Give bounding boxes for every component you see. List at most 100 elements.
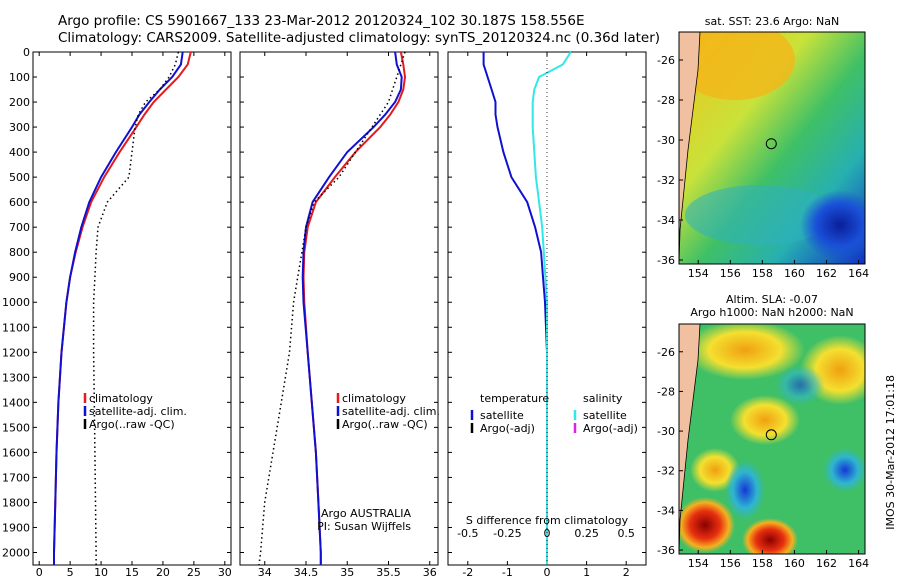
sla-red-patch-2 xyxy=(742,518,798,554)
sst-map-title: sat. SST: 23.6 Argo: NaN xyxy=(705,15,839,28)
temperature-xtick-label: 15 xyxy=(125,566,139,579)
diff-legend-sal-title: salinity xyxy=(583,392,623,405)
sst-land xyxy=(679,32,700,264)
sla-ytick-label: -36 xyxy=(657,544,675,557)
imos-timestamp: IMOS 30-Mar-2012 17:01:18 xyxy=(884,375,897,530)
difference-xtick-label: 0 xyxy=(544,566,551,579)
temperature-xtick-label: 0 xyxy=(36,566,43,579)
temperature-xtick-label: 30 xyxy=(218,566,232,579)
salinity-legend-label: satellite-adj. clim. xyxy=(342,405,440,418)
depth-tick-label: 0 xyxy=(23,46,30,59)
temperature-series-argorawqc xyxy=(92,51,180,565)
salinity-plot-frame xyxy=(239,51,439,566)
sst-ytick-label: -32 xyxy=(657,174,675,187)
salinity-series-argorawqc xyxy=(258,51,406,566)
salinity-series-satelliteadjclim xyxy=(301,51,403,565)
sst-map xyxy=(679,32,865,264)
sla-xtick-label: 162 xyxy=(816,557,837,570)
depth-tick-label: 600 xyxy=(9,196,30,209)
sla-map-title-1: Altim. SLA: -0.07 xyxy=(726,293,818,306)
sla-map-frame xyxy=(678,323,866,555)
sst-ytick-label: -34 xyxy=(657,214,675,227)
sst-argo-position-marker xyxy=(765,138,777,150)
sla-xtick-label: 160 xyxy=(784,557,805,570)
salinity-legend-label: climatology xyxy=(342,392,406,405)
salinity-xtick-label: 35 xyxy=(340,566,354,579)
sst-ytick-label: -30 xyxy=(657,134,675,147)
depth-tick-label: 1000 xyxy=(2,296,30,309)
sst-ytick-label: -28 xyxy=(657,94,675,107)
sst-xtick-label: 154 xyxy=(688,267,709,280)
temperature-legend-label: satellite-adj. clim. xyxy=(89,405,187,418)
sst-coastline xyxy=(679,32,701,264)
difference-xlabel: T difference from climatology xyxy=(465,578,628,580)
diff-x2tick-label: -0.25 xyxy=(493,527,521,540)
sst-ytick-label: -36 xyxy=(657,254,675,267)
depth-tick-label: 1400 xyxy=(2,396,30,409)
depth-tick-label: 500 xyxy=(9,171,30,184)
salinity-annotation: Argo AUSTRALIA xyxy=(321,507,411,520)
salinity-annotation: PI: Susan Wijffels xyxy=(317,520,411,533)
sst-cool-patch xyxy=(685,185,835,245)
diff-legend-sal-label: Argo(-adj) xyxy=(583,422,638,435)
temperature-xtick-label: 20 xyxy=(156,566,170,579)
sla-argo-position-marker xyxy=(765,429,777,441)
temperature-xtick-label: 10 xyxy=(94,566,108,579)
sla-ytick-label: -32 xyxy=(657,465,675,478)
sla-map-title-2: Argo h1000: NaN h2000: NaN xyxy=(690,306,853,319)
diff-legend-temp-label: satellite xyxy=(480,409,524,422)
sla-blue-patch-3 xyxy=(775,365,825,405)
diff-x2tick-label: 0.25 xyxy=(574,527,599,540)
diff-x2tick-label: -0.5 xyxy=(457,527,478,540)
difference-xtick-label: -2 xyxy=(462,566,473,579)
sst-xtick-label: 162 xyxy=(816,267,837,280)
sla-yellow-patch-1 xyxy=(685,324,805,380)
temperature-plot-frame xyxy=(32,51,232,566)
sla-ytick-label: -28 xyxy=(657,385,675,398)
depth-tick-label: 1300 xyxy=(2,371,30,384)
salinity-xtick-label: 34 xyxy=(258,566,272,579)
sla-ytick-label: -30 xyxy=(657,425,675,438)
depth-tick-label: 700 xyxy=(9,221,30,234)
sst-xtick-label: 156 xyxy=(720,267,741,280)
depth-tick-label: 1600 xyxy=(2,446,30,459)
depth-tick-label: 1200 xyxy=(2,346,30,359)
diff-x2tick-label: 0.5 xyxy=(617,527,635,540)
depth-tick-label: 900 xyxy=(9,271,30,284)
temperature-xlabel: temperature (deg C) xyxy=(75,578,188,580)
sst-xtick-label: 160 xyxy=(784,267,805,280)
sst-map-frame xyxy=(678,31,866,265)
depth-tick-label: 400 xyxy=(9,146,30,159)
sst-warm-patch xyxy=(679,32,795,100)
sla-xtick-label: 158 xyxy=(752,557,773,570)
depth-tick-label: 1800 xyxy=(2,496,30,509)
depth-tick-label: 2000 xyxy=(2,546,30,559)
diff-legend-temp-title: temperature xyxy=(480,392,549,405)
difference-xtick-label: -1 xyxy=(502,566,513,579)
salinity-xtick-label: 36 xyxy=(423,566,437,579)
depth-tick-label: 800 xyxy=(9,246,30,259)
depth-tick-label: 1900 xyxy=(2,521,30,534)
depth-tick-label: 200 xyxy=(9,96,30,109)
salinity-xtick-label: 34.5 xyxy=(294,566,319,579)
climatology-title: Climatology: CARS2009. Satellite-adjuste… xyxy=(58,30,661,46)
sst-xtick-label: 158 xyxy=(752,267,773,280)
sla-blue-patch-2 xyxy=(823,448,865,492)
sst-xtick-label: 164 xyxy=(848,267,869,280)
depth-tick-label: 1500 xyxy=(2,421,30,434)
diff-legend-temp-label: Argo(-adj) xyxy=(480,422,535,435)
temperature-xtick-label: 5 xyxy=(67,566,74,579)
sla-xtick-label: 154 xyxy=(688,557,709,570)
sst-ytick-label: -26 xyxy=(657,54,675,67)
sla-land xyxy=(679,324,700,554)
diff-x2tick-label: 0 xyxy=(544,527,551,540)
difference-xtick-label: 1 xyxy=(583,566,590,579)
sla-ytick-label: -26 xyxy=(657,346,675,359)
depth-tick-label: 1700 xyxy=(2,471,30,484)
diff-legend-sal-label: satellite xyxy=(583,409,627,422)
depth-tick-label: 1100 xyxy=(2,321,30,334)
sla-xtick-label: 164 xyxy=(848,557,869,570)
sst-cold-patch xyxy=(800,190,865,260)
temperature-legend-label: Argo(..raw -QC) xyxy=(89,418,175,431)
